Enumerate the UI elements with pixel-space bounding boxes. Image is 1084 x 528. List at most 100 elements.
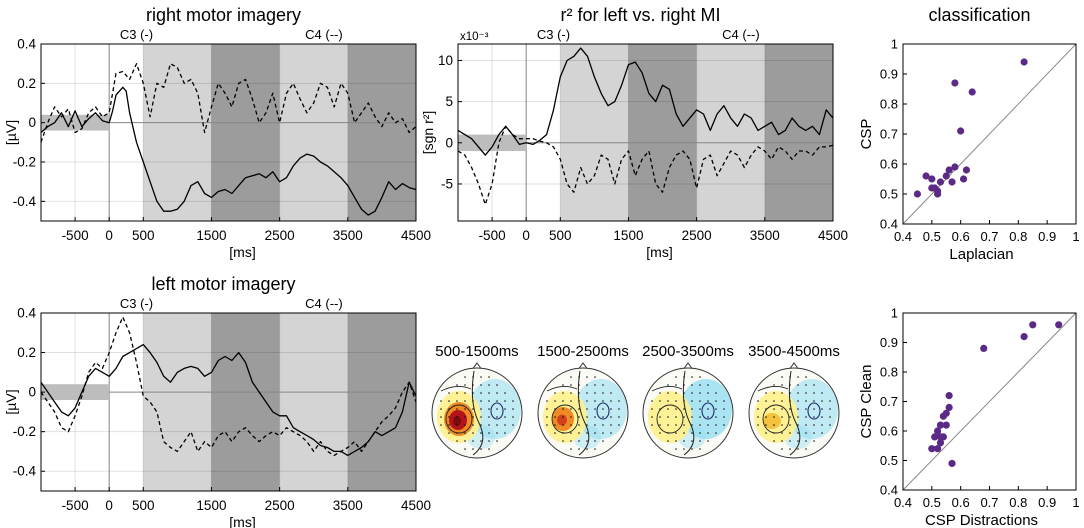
- electrode-dot: [480, 432, 482, 434]
- electrode-dot: [707, 392, 709, 394]
- electrode-dot: [456, 416, 458, 418]
- electrode-dot: [456, 400, 458, 402]
- chart-title: left motor imagery: [151, 274, 295, 294]
- electrode-dot: [586, 376, 588, 378]
- y-tick-label: 10: [438, 53, 453, 68]
- electrode-dot: [602, 408, 604, 410]
- nose-icon: [472, 362, 482, 369]
- electrode-dot: [504, 408, 506, 410]
- electrode-dot: [651, 400, 653, 402]
- y-tick-label: 0.6: [880, 157, 898, 172]
- orange-region: [763, 413, 781, 429]
- electrode-dot: [456, 440, 458, 442]
- x-axis-label: [ms]: [229, 244, 255, 260]
- y-tick-label: 0.9: [880, 67, 898, 82]
- electrode-dot: [586, 440, 588, 442]
- electrode-dot: [757, 400, 759, 402]
- electrode-dot: [610, 400, 612, 402]
- electrode-dot: [570, 424, 572, 426]
- y-tick-label: 0.8: [880, 365, 898, 380]
- scatter-point: [942, 409, 950, 417]
- x-tick-label: 2500: [682, 228, 712, 243]
- electrode-dot: [562, 440, 564, 442]
- electrode-dot: [570, 408, 572, 410]
- electrode-dot: [805, 408, 807, 410]
- contour-line: [656, 404, 684, 434]
- electrode-dot: [821, 392, 823, 394]
- electrode-dot: [456, 408, 458, 410]
- topomap-label: 500-1500ms: [435, 343, 518, 360]
- electrode-dot: [602, 400, 604, 402]
- electrode-dot: [715, 416, 717, 418]
- y-tick-label: 0.8: [880, 97, 898, 112]
- electrode-dot: [813, 384, 815, 386]
- electrode-dot: [797, 376, 799, 378]
- electrode-dot: [562, 408, 564, 410]
- electrode-dot: [602, 424, 604, 426]
- electrode-dot: [723, 408, 725, 410]
- head-outline: [537, 367, 629, 459]
- chart-class_top: 0.4 0.5 0.6 0.7 0.8 0.9 1 0.4 0.5 0.6 0.7 0.8 0.9 1 cl…: [858, 5, 1080, 263]
- electrode-dot: [464, 424, 466, 426]
- electrode-dot: [773, 408, 775, 410]
- x-tick-label: 0.5: [923, 229, 941, 244]
- scatter-point: [959, 175, 968, 183]
- electrode-dot: [586, 448, 588, 450]
- electrode-dot: [504, 416, 506, 418]
- electrode-dot: [594, 416, 596, 418]
- electrode-dot: [659, 400, 661, 402]
- electrode-dot: [691, 424, 693, 426]
- electrode-dot: [683, 384, 685, 386]
- electrode-dot: [651, 416, 653, 418]
- electrode-dot: [448, 392, 450, 394]
- electrode-dot: [797, 400, 799, 402]
- electrode-dot: [472, 432, 474, 434]
- blue-region: [469, 379, 521, 439]
- electrode-dot: [562, 384, 564, 386]
- electrode-dot: [659, 424, 661, 426]
- electrode-dot: [715, 432, 717, 434]
- topomap-4: 3500-4500ms: [748, 343, 840, 459]
- electrode-dot: [723, 416, 725, 418]
- electrode-dot: [765, 432, 767, 434]
- electrode-dot: [789, 384, 791, 386]
- electrode-dot: [789, 448, 791, 450]
- contour-line: [762, 404, 790, 434]
- electrode-dot: [594, 392, 596, 394]
- electrode-dot: [512, 408, 514, 410]
- scatter-point: [928, 445, 936, 453]
- x-tick-label: 1500: [196, 498, 226, 513]
- electrode-dot: [683, 400, 685, 402]
- electrode-dot: [578, 440, 580, 442]
- x-tick-label: 0.5: [923, 495, 941, 510]
- electrode-dot: [456, 384, 458, 386]
- scatter-point: [948, 178, 956, 186]
- diagonal-line: [902, 43, 1077, 225]
- electrode-dot: [562, 424, 564, 426]
- electrode-dot: [448, 416, 450, 418]
- electrode-dot: [618, 400, 620, 402]
- electrode-dot: [683, 376, 685, 378]
- electrode-dot: [797, 440, 799, 442]
- channel-annotation: C4 (--): [722, 27, 760, 42]
- electrode-dot: [829, 416, 831, 418]
- electrode-dot: [789, 424, 791, 426]
- electrode-dot: [570, 400, 572, 402]
- contour-line: [551, 404, 579, 434]
- electrode-dot: [464, 416, 466, 418]
- electrode-dot: [675, 384, 677, 386]
- electrode-dot: [594, 448, 596, 450]
- red-region: [557, 414, 567, 426]
- electrode-dot: [829, 408, 831, 410]
- electrode-dot: [586, 400, 588, 402]
- contour-line: [577, 370, 590, 456]
- electrode-dot: [813, 416, 815, 418]
- electrode-dot: [464, 384, 466, 386]
- electrode-dot: [781, 416, 783, 418]
- x-tick-label: 0.4: [894, 495, 912, 510]
- red-core: [453, 416, 461, 426]
- electrode-dot: [496, 392, 498, 394]
- topomap-fill: [538, 368, 628, 458]
- y-tick-label: -0.2: [13, 424, 36, 439]
- electrode-dot: [578, 448, 580, 450]
